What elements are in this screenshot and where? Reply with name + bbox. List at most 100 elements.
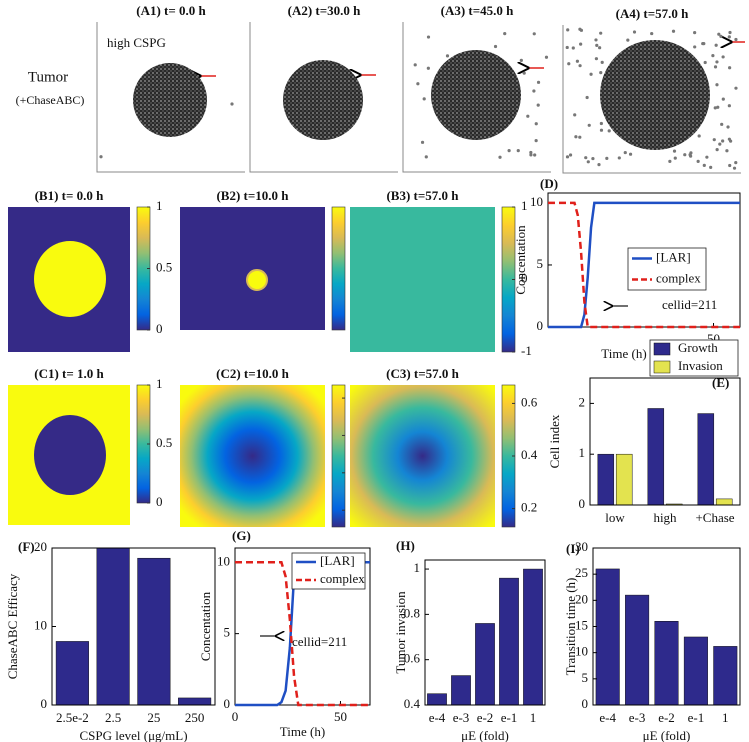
cell — [693, 31, 697, 35]
x-tick-label: 2.5 — [105, 710, 121, 725]
x-tick-label: 0 — [232, 709, 239, 724]
cell — [668, 159, 672, 164]
bar — [647, 408, 665, 506]
panel-title: (A4) t=57.0 h — [616, 6, 690, 21]
axes-frame — [589, 377, 741, 506]
cell — [650, 31, 654, 36]
panel-title: (C1) t= 1.0 h — [34, 366, 104, 381]
x-tick-label: 2.5e-2 — [56, 710, 89, 725]
cell — [716, 105, 720, 109]
x-axis-label: Time (h) — [601, 346, 646, 361]
x-tick-label: e-3 — [629, 710, 646, 725]
cell — [591, 156, 595, 161]
cell — [536, 80, 541, 84]
colorbar-label: 1 — [521, 198, 528, 213]
field — [350, 207, 495, 352]
y-axis-label: Concentation — [198, 591, 213, 661]
y-tick-label: 0 — [41, 696, 48, 711]
field — [180, 207, 325, 330]
cell — [516, 149, 520, 153]
bar — [615, 453, 633, 506]
axes-frame — [547, 192, 741, 328]
cell — [597, 163, 601, 167]
legend-swatch — [653, 342, 671, 356]
y-tick-label: 0 — [582, 696, 589, 711]
cell — [578, 64, 582, 68]
panel-frame — [96, 22, 245, 173]
y-tick-label: 0.8 — [404, 605, 420, 620]
field — [180, 385, 325, 527]
x-tick-label: 25 — [147, 710, 160, 725]
cell — [534, 139, 538, 143]
y-tick-label: 5 — [582, 670, 589, 685]
cell — [599, 31, 603, 35]
bar — [475, 623, 495, 706]
cell — [413, 63, 417, 67]
legend-label: complex — [320, 571, 365, 586]
x-tick-label: e-4 — [429, 710, 446, 725]
y-tick-label: 15 — [575, 617, 588, 632]
cell — [529, 150, 533, 155]
x-tick-label: 1 — [530, 710, 537, 725]
y-tick-label: 10 — [34, 617, 47, 632]
x-axis-label: Time (h) — [280, 724, 325, 739]
cell — [632, 30, 637, 34]
cell — [725, 149, 729, 153]
panel-title: (B1) t= 0.0 h — [35, 188, 105, 203]
cell — [626, 38, 630, 42]
cell — [567, 62, 571, 66]
legend-swatch — [653, 360, 671, 374]
bar — [523, 568, 543, 706]
bar — [595, 568, 620, 706]
cell — [712, 138, 716, 142]
cell — [230, 102, 234, 106]
bar — [715, 498, 733, 506]
y-tick-label: 5 — [224, 625, 231, 640]
cell — [672, 149, 677, 153]
y-tick-label: 20 — [575, 591, 588, 606]
x-tick-label: high — [653, 510, 677, 525]
cell — [99, 155, 103, 159]
arrows — [200, 42, 745, 76]
y-tick-label: 1 — [579, 445, 586, 460]
panel-title: (C3) t=57.0 h — [386, 366, 460, 381]
cell — [715, 147, 719, 152]
x-tick-label: e-2 — [658, 710, 675, 725]
cell — [519, 58, 523, 62]
bar — [625, 594, 650, 706]
cell — [727, 137, 731, 141]
cell — [599, 71, 603, 75]
bar — [713, 646, 738, 706]
cell — [607, 129, 611, 133]
field — [350, 385, 495, 527]
cell — [728, 163, 732, 168]
cell — [578, 135, 582, 139]
cell — [573, 113, 577, 117]
cell — [507, 149, 511, 153]
colorbar-label: 0.2 — [521, 500, 537, 515]
panel-title: (A3) t=45.0 h — [441, 3, 515, 18]
series-line — [235, 561, 370, 707]
cell — [565, 155, 570, 159]
cell — [714, 43, 718, 47]
annotation: cellid=211 — [292, 634, 347, 649]
panel-title: (G) — [232, 528, 251, 543]
y-axis-label: Transition time (h) — [563, 578, 578, 676]
annotation-arrows — [260, 306, 628, 636]
cell — [424, 155, 428, 159]
cell — [498, 155, 502, 159]
cell — [721, 139, 725, 143]
tumor — [283, 60, 363, 140]
x-tick-label: 250 — [185, 710, 205, 725]
x-axis-label: CSPG level (μg/mL) — [79, 728, 187, 742]
legend-box — [291, 552, 366, 590]
cell — [579, 42, 583, 46]
y-tick-label: 0.4 — [404, 696, 421, 711]
colorbar-label: 0.5 — [156, 435, 172, 450]
cell — [532, 89, 536, 93]
cell — [734, 161, 738, 165]
cell — [605, 156, 609, 160]
cell — [544, 55, 549, 59]
cell — [426, 66, 430, 70]
bar — [654, 621, 679, 706]
